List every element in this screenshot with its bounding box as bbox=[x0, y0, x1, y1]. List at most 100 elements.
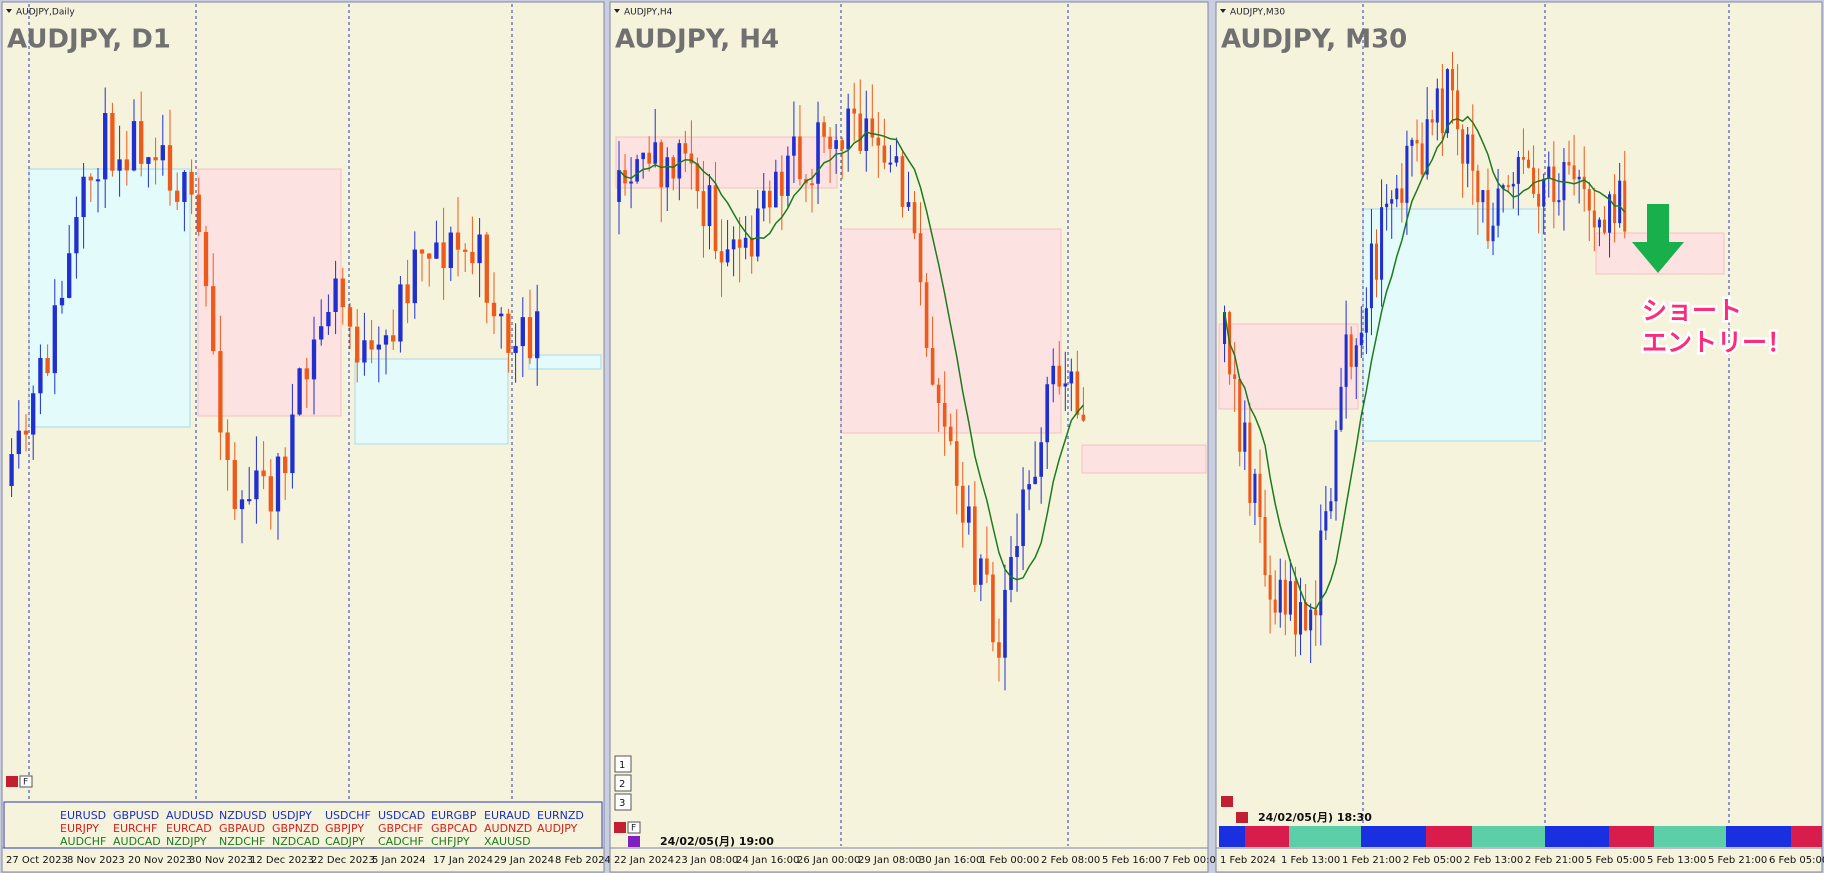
symbol-button[interactable]: CADCHF bbox=[378, 835, 424, 848]
symbol-button[interactable]: EURJPY bbox=[60, 822, 99, 835]
time-axis-label: 29 Jan 08:00 bbox=[858, 855, 921, 866]
tab-button[interactable] bbox=[614, 793, 632, 811]
candle-body bbox=[1415, 139, 1419, 144]
time-axis-label: 5 Feb 21:00 bbox=[1708, 855, 1767, 866]
candle-body bbox=[1015, 546, 1019, 558]
symbol-button[interactable]: AUDCHF bbox=[60, 835, 106, 848]
candle-body bbox=[304, 368, 309, 380]
time-axis-label: 26 Jan 00:00 bbox=[797, 855, 860, 866]
candle-body bbox=[535, 311, 540, 359]
candle-body bbox=[283, 456, 288, 474]
symbol-list bbox=[3, 801, 603, 849]
candle-body bbox=[1027, 484, 1031, 490]
candle-body bbox=[1263, 516, 1267, 576]
tab-button[interactable] bbox=[614, 774, 632, 792]
symbol-button[interactable]: GBPAUD bbox=[219, 822, 265, 835]
time-axis-label: 5 Feb 13:00 bbox=[1647, 855, 1706, 866]
symbol-button[interactable]: GBPJPY bbox=[325, 822, 364, 835]
candle-body bbox=[731, 239, 736, 250]
candle-body bbox=[477, 234, 482, 264]
window-menu-icon bbox=[614, 9, 620, 13]
time-axis-label: 20 Nov 2023 bbox=[128, 855, 192, 866]
candle-body bbox=[1051, 365, 1056, 385]
candle-body bbox=[383, 335, 389, 345]
symbol-button[interactable]: AUDCAD bbox=[113, 835, 161, 848]
candle-body bbox=[870, 118, 875, 138]
symbol-button[interactable]: EURAUD bbox=[484, 809, 530, 822]
symbol-button[interactable]: CHFJPY bbox=[431, 835, 470, 848]
candle-body bbox=[985, 558, 989, 575]
candle-body bbox=[527, 317, 533, 359]
candle-body bbox=[1329, 501, 1333, 512]
symbol-button[interactable]: USDJPY bbox=[272, 809, 312, 822]
candle-body bbox=[117, 159, 122, 171]
time-axis bbox=[1215, 847, 1823, 873]
time-axis-label: 23 Jan 08:00 bbox=[675, 855, 738, 866]
signal-segment bbox=[1289, 826, 1361, 847]
down-arrow bbox=[1632, 204, 1684, 273]
candle-body bbox=[103, 112, 108, 180]
symbol-button[interactable]: USDCHF bbox=[325, 809, 371, 822]
window-title: AUDJPY,Daily bbox=[16, 8, 75, 18]
candle-body bbox=[110, 112, 115, 171]
symbol-button[interactable]: EURGBP bbox=[431, 809, 477, 822]
symbol-button[interactable]: AUDJPY bbox=[537, 822, 578, 835]
tab-button[interactable] bbox=[614, 755, 632, 773]
symbol-button[interactable]: EURCHF bbox=[113, 822, 157, 835]
time-axis-label: 1 Feb 00:00 bbox=[980, 855, 1039, 866]
symbol-button[interactable]: NZDCAD bbox=[272, 835, 320, 848]
candle-body bbox=[1461, 129, 1465, 164]
symbol-button[interactable]: AUDNZD bbox=[484, 822, 532, 835]
time-axis-label: 2 Feb 13:00 bbox=[1464, 855, 1523, 866]
symbol-button[interactable]: EURCAD bbox=[166, 822, 212, 835]
signal-segment bbox=[1426, 826, 1472, 847]
f-button bbox=[627, 821, 641, 834]
candle-body bbox=[160, 145, 165, 161]
symbol-button[interactable]: XAUUSD bbox=[484, 835, 531, 848]
candle-body bbox=[491, 302, 497, 317]
candle-body bbox=[1283, 579, 1287, 615]
signal-segment bbox=[1361, 826, 1426, 847]
symbol-button[interactable]: AUDUSD bbox=[166, 809, 214, 822]
candle-body bbox=[1481, 190, 1485, 203]
symbol-button[interactable]: NZDUSD bbox=[219, 809, 267, 822]
candle-body bbox=[991, 574, 995, 643]
candle-body bbox=[9, 454, 14, 486]
candle-body bbox=[95, 179, 101, 182]
time-axis-label: 2 Feb 21:00 bbox=[1525, 855, 1584, 866]
candle-body bbox=[1364, 308, 1368, 333]
f-label: F bbox=[23, 778, 28, 788]
candle-body bbox=[52, 305, 57, 374]
candle-body bbox=[1258, 473, 1262, 517]
candle-body bbox=[954, 441, 959, 486]
signal-segment bbox=[1609, 826, 1654, 847]
candle-body bbox=[749, 237, 754, 257]
candle-body bbox=[1405, 145, 1409, 203]
candle-body bbox=[1532, 167, 1536, 194]
time-axis-label: 22 Jan 2024 bbox=[614, 855, 674, 866]
candle-body bbox=[1003, 589, 1007, 658]
candle-body bbox=[1466, 134, 1470, 164]
symbol-button[interactable]: NZDJPY bbox=[166, 835, 207, 848]
symbol-button[interactable]: GBPCAD bbox=[431, 822, 477, 835]
symbol-button[interactable]: GBPCHF bbox=[378, 822, 423, 835]
candle-body bbox=[290, 414, 295, 474]
symbol-button[interactable]: EURNZD bbox=[537, 809, 584, 822]
annotation: エントリー！ bbox=[1642, 328, 1792, 357]
symbol-button[interactable]: USDCAD bbox=[378, 809, 425, 822]
candle-body bbox=[767, 190, 772, 208]
symbol-button[interactable]: EURUSD bbox=[60, 809, 106, 822]
close-button bbox=[614, 822, 626, 833]
symbol-button[interactable]: NZDCHF bbox=[219, 835, 266, 848]
candle-body bbox=[1562, 162, 1566, 201]
candle-body bbox=[683, 143, 688, 154]
signal-segment bbox=[1654, 826, 1726, 847]
candle-body bbox=[1309, 609, 1313, 631]
candle-body bbox=[311, 339, 317, 380]
candle-body bbox=[412, 249, 417, 304]
symbol-button[interactable]: GBPUSD bbox=[113, 809, 159, 822]
symbol-button[interactable]: CADJPY bbox=[325, 835, 365, 848]
window-menu-icon bbox=[6, 9, 12, 13]
symbol-button[interactable]: GBPNZD bbox=[272, 822, 319, 835]
candle-body bbox=[16, 430, 21, 455]
